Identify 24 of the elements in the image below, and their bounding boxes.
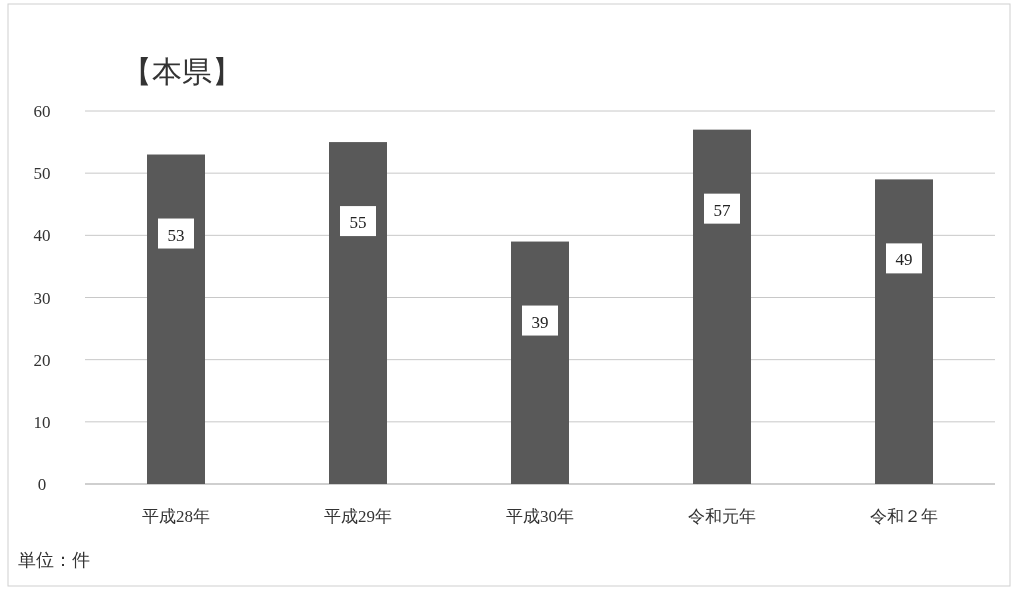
x-tick-label: 平成29年 xyxy=(324,507,392,526)
data-label: 49 xyxy=(895,250,913,270)
bar xyxy=(511,241,569,484)
bar xyxy=(875,179,933,484)
x-tick-label: 令和元年 xyxy=(688,507,756,526)
text: 単位：件 xyxy=(18,550,90,570)
data-label: 39 xyxy=(531,312,549,332)
data-label: 55 xyxy=(349,213,367,233)
x-tick-label: 平成28年 xyxy=(142,507,210,526)
bar xyxy=(147,154,205,484)
y-tick-label: 30 xyxy=(33,288,51,308)
y-tick-label: 10 xyxy=(33,412,51,432)
y-tick-label: 60 xyxy=(33,102,51,121)
y-tick-label: 20 xyxy=(33,350,51,370)
y-tick-label: 50 xyxy=(33,164,51,184)
bar xyxy=(693,129,751,484)
bar xyxy=(329,142,387,484)
chart-title: 【本県】 xyxy=(122,55,242,88)
y-tick-label: 40 xyxy=(33,226,51,246)
x-tick-label: 平成30年 xyxy=(506,507,574,526)
y-tick-label: 0 xyxy=(37,475,47,494)
data-label: 57 xyxy=(713,200,731,220)
x-tick-label: 令和２年 xyxy=(870,507,938,526)
data-label: 53 xyxy=(167,225,185,245)
